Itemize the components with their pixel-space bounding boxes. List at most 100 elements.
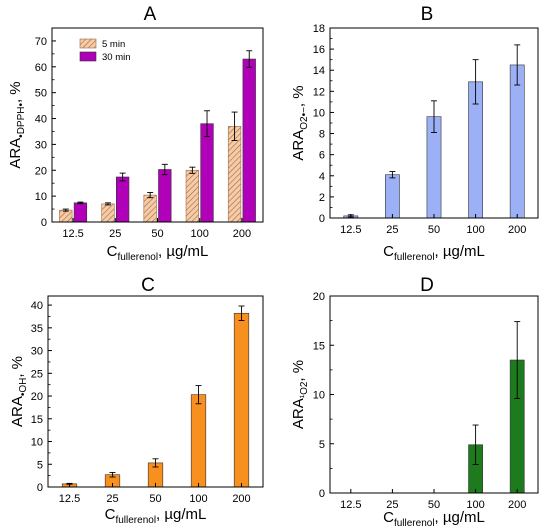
error-bar — [161, 163, 168, 176]
x-axis-label: Cfullerenol, µg/mL — [107, 243, 209, 263]
y-tick-label: 0 — [319, 213, 325, 225]
x-tick-label: 25 — [386, 499, 398, 511]
panel-c: C 0 5 10 15 20 25 30 35 40 12.5 25 50 100 200 Cfulleren… — [9, 275, 264, 526]
y-tick-label: 25 — [31, 368, 43, 380]
y-tick-label: 30 — [31, 346, 43, 358]
x-tick-label: 200 — [508, 224, 526, 236]
y-tick-label: 70 — [35, 36, 47, 48]
x-tick-label: 50 — [428, 499, 440, 511]
bar — [116, 176, 130, 223]
bar — [185, 169, 199, 223]
y-tick-label: 10 — [313, 107, 325, 119]
x-tick-label: 100 — [191, 228, 209, 240]
error-bar — [189, 166, 196, 174]
x-axis-label: Cfullerenol, µg/mL — [105, 506, 207, 526]
x-tick-label: 50 — [149, 493, 161, 505]
y-tick-label: 10 — [313, 390, 325, 402]
error-bar — [431, 100, 437, 133]
y-axis-label: ARA•OH, % — [9, 356, 29, 427]
x-tick-label: 100 — [466, 224, 484, 236]
error-bar — [472, 59, 479, 105]
error-bar — [152, 458, 159, 468]
x-tick-label: 100 — [189, 493, 207, 505]
legend-label: 5 min — [102, 39, 125, 50]
bar — [143, 194, 157, 223]
error-bar — [147, 192, 154, 199]
x-tick-label: 12.5 — [340, 499, 361, 511]
error-bar — [514, 321, 521, 399]
y-tick-label: 2 — [319, 192, 325, 204]
x-axis-label: Cfullerenol, µg/mL — [383, 509, 485, 529]
bar — [509, 64, 525, 219]
y-axis-label: ARAO2•−, % — [290, 85, 310, 160]
bar — [385, 174, 400, 219]
legend-swatch — [79, 38, 97, 49]
x-tick-label: 200 — [232, 493, 250, 505]
panel-letter: A — [144, 4, 157, 25]
legend: 5 min 30 min — [79, 38, 131, 63]
y-tick-label: 4 — [319, 171, 325, 183]
y-tick-label: 40 — [35, 114, 47, 126]
y-tick-label: 60 — [35, 62, 47, 74]
x-axis-label: Cfullerenol, µg/mL — [383, 243, 485, 263]
y-tick-label: 20 — [31, 391, 43, 403]
y-axis-label: ARA•DPPH•, % — [7, 81, 27, 168]
y-tick-label: 10 — [35, 191, 47, 203]
y-tick-label: 5 — [319, 439, 325, 451]
x-tick-label: 100 — [466, 499, 484, 511]
error-bar — [119, 172, 126, 182]
legend-swatch — [79, 51, 97, 62]
y-tick-label: 50 — [35, 88, 47, 100]
error-bar — [472, 424, 479, 465]
x-tick-label: 12.5 — [59, 493, 80, 505]
panel-letter: B — [421, 4, 434, 25]
error-bar — [104, 202, 111, 206]
y-tick-label: 12 — [313, 86, 325, 98]
bar — [233, 312, 250, 488]
y-tick-label: 5 — [37, 459, 43, 471]
y-tick-label: 15 — [313, 340, 325, 352]
error-bar — [389, 171, 396, 179]
y-tick-label: 35 — [31, 323, 43, 335]
bar — [200, 123, 214, 223]
y-tick-label: 14 — [313, 65, 325, 77]
y-tick-label: 0 — [41, 217, 47, 229]
error-bar — [231, 111, 238, 141]
bar — [59, 209, 73, 223]
error-bar — [246, 50, 253, 68]
y-tick-label: 40 — [31, 300, 43, 312]
y-tick-label: 8 — [319, 129, 325, 141]
x-tick-label: 12.5 — [62, 228, 83, 240]
x-tick-label: 25 — [386, 224, 398, 236]
y-tick-label: 0 — [37, 482, 43, 494]
bar — [190, 394, 207, 488]
x-tick-label: 200 — [233, 228, 251, 240]
y-tick-label: 30 — [35, 139, 47, 151]
plot-frame — [47, 295, 264, 488]
panel-a: A 0 10 20 30 40 50 60 70 12.5 25 50 100 200 Cfullereno… — [7, 4, 264, 263]
bar — [158, 169, 172, 223]
x-tick-label: 12.5 — [340, 224, 361, 236]
bar — [73, 202, 88, 223]
panel-b: B 0 2 4 6 8 10 12 14 16 18 12.5 25 50 100 200 Cfullereno… — [290, 4, 539, 263]
y-tick-label: 16 — [313, 44, 325, 56]
panel-d: D 0 5 10 15 20 12.5 25 50 100 200 Cfullerenol, µg/m… — [290, 275, 539, 529]
y-tick-label: 20 — [35, 165, 47, 177]
x-tick-label: 25 — [109, 228, 121, 240]
x-tick-label: 50 — [151, 228, 163, 240]
y-tick-label: 6 — [319, 150, 325, 162]
y-axis-label: ARA¹O2, % — [290, 360, 310, 429]
error-bar — [195, 385, 202, 405]
x-tick-label: 200 — [508, 499, 526, 511]
x-tick-label: 25 — [106, 493, 118, 505]
panel-letter: C — [141, 275, 155, 296]
y-tick-label: 0 — [319, 488, 325, 500]
x-tick-label: 50 — [428, 224, 440, 236]
y-tick-label: 15 — [31, 414, 43, 426]
y-tick-label: 18 — [313, 23, 325, 35]
error-bar — [77, 201, 84, 205]
bar — [101, 203, 115, 223]
error-bar — [62, 208, 69, 212]
plot-frame — [329, 295, 539, 494]
y-tick-label: 10 — [31, 437, 43, 449]
